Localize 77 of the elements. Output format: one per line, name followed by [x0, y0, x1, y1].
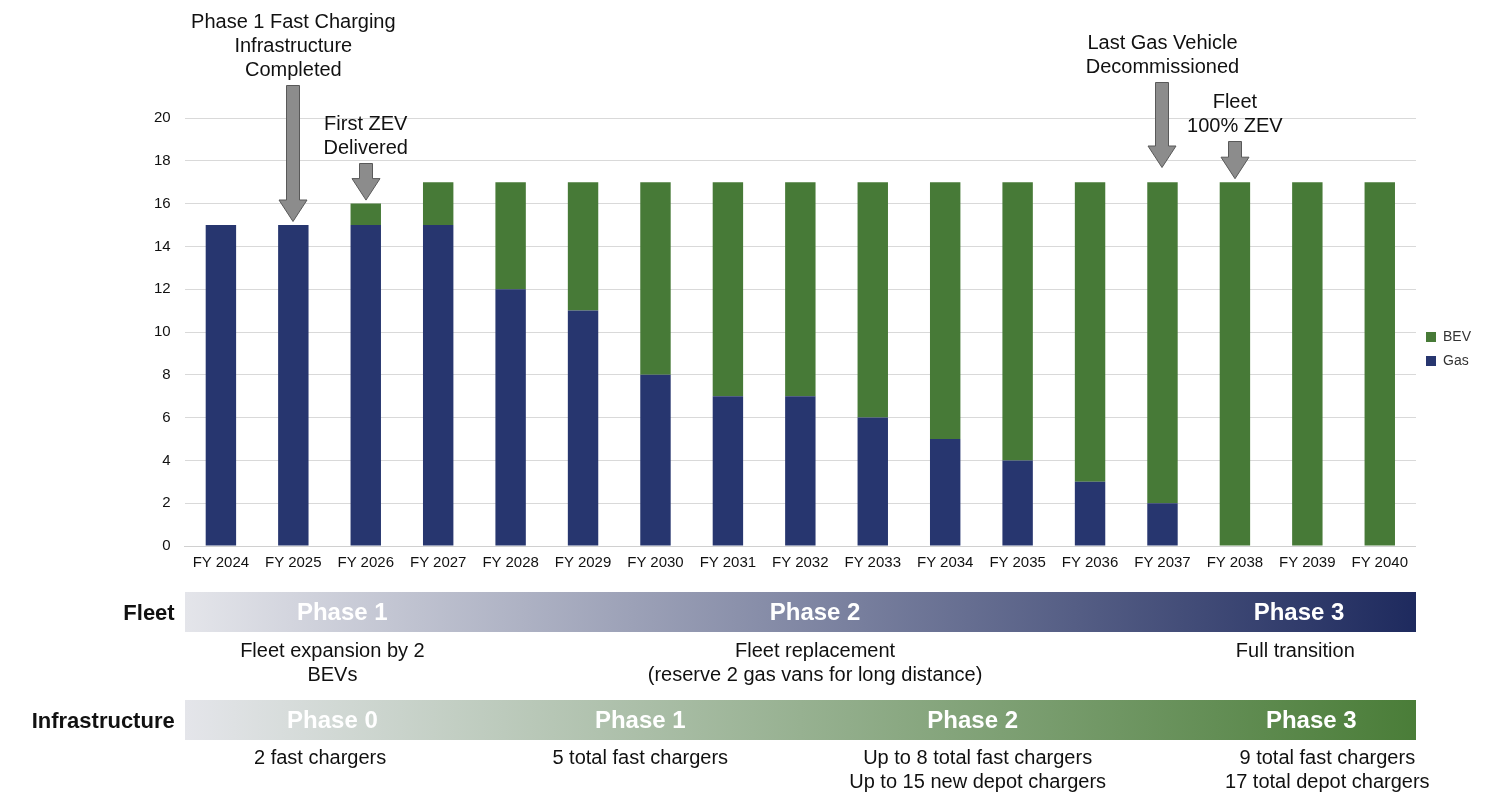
x-tick-label: FY 2032: [772, 553, 829, 571]
text: Phase 3: [1264, 705, 1358, 735]
text: Fleet: [123, 600, 175, 626]
text: 5 total fast chargers: [551, 745, 730, 769]
x-tick-label: FY 2037: [1134, 553, 1191, 571]
bar: [278, 225, 309, 546]
bar: [712, 182, 744, 397]
x-tick-label: FY 2029: [554, 553, 612, 571]
bar: [1074, 182, 1106, 482]
bar: [929, 439, 961, 546]
text: 2 fast chargers: [252, 745, 388, 769]
x-tick-label: FY 2024: [192, 553, 250, 571]
text: Full transition: [1234, 638, 1356, 662]
text: Fleet replacement (reserve 2 gas vans for long distance): [646, 638, 984, 686]
bar: [422, 182, 454, 225]
bar: [1364, 182, 1395, 546]
y-tick-label: 12: [154, 279, 171, 297]
bar: [350, 225, 381, 546]
x-tick-label: FY 2030: [627, 553, 684, 571]
text: Up to 8 total fast chargers Up to 15 new depot chargers: [848, 745, 1108, 793]
x-tick-label: FY 2039: [1279, 553, 1336, 571]
text: Phase 1: [593, 705, 687, 735]
x-tick-label: FY 2033: [844, 553, 901, 571]
x-tick-label: FY 2025: [265, 553, 322, 571]
bar: [567, 182, 599, 311]
y-tick-label: 18: [154, 150, 171, 168]
y-tick-label: 20: [154, 108, 171, 126]
bar: [857, 182, 888, 418]
x-tick-label: FY 2035: [989, 553, 1046, 571]
bar: [857, 417, 888, 546]
bar: [785, 182, 816, 397]
text: 9 total fast chargers 17 total depot chargers: [1224, 745, 1431, 793]
y-tick-label: 6: [162, 407, 171, 425]
y-tick-label: 10: [154, 322, 171, 340]
y-tick-label: 8: [162, 364, 171, 382]
bar: [1074, 481, 1106, 546]
text: Phase 2: [768, 597, 862, 627]
bar: [1002, 182, 1033, 461]
legend-label: Gas: [1442, 351, 1469, 368]
bar: [567, 310, 599, 546]
x-tick-label: FY 2040: [1351, 553, 1408, 571]
bar: [205, 225, 237, 546]
bar: [1147, 503, 1178, 546]
text: Phase 2: [926, 705, 1020, 735]
bar: [929, 182, 961, 439]
x-tick-label: FY 2031: [699, 553, 757, 571]
x-tick-label: FY 2036: [1061, 553, 1119, 571]
text: Infrastructure: [31, 708, 175, 734]
y-tick-label: 16: [154, 193, 171, 211]
x-tick-label: FY 2034: [916, 553, 974, 571]
y-tick-label: 4: [162, 450, 171, 468]
text: Last Gas Vehicle Decommissioned: [1085, 31, 1240, 77]
annotation: First ZEV Delivered: [322, 111, 409, 160]
bar: [1219, 182, 1251, 546]
bar: [422, 225, 454, 546]
y-tick-label: 14: [154, 236, 171, 254]
bar: [640, 374, 671, 546]
bar: [712, 396, 744, 546]
x-tick-label: FY 2028: [482, 553, 539, 571]
y-tick-label: 2: [162, 493, 171, 511]
x-tick-label: FY 2026: [337, 553, 394, 571]
bar: [785, 396, 816, 546]
bar: [1002, 460, 1033, 546]
y-tick-label: 0: [162, 536, 171, 554]
legend-label: BEV: [1442, 327, 1472, 344]
annotation: Fleet 100% ZEV: [1186, 89, 1284, 138]
x-tick-label: FY 2027: [409, 553, 467, 571]
x-tick-label: FY 2038: [1206, 553, 1264, 571]
bar: [1147, 182, 1178, 504]
bar: [640, 182, 671, 375]
text: Phase 1 Fast Charging Infrastructure Completed: [191, 10, 396, 80]
text: Phase 1: [295, 597, 389, 627]
bar: [1292, 182, 1323, 546]
text: Fleet expansion by 2 BEVs: [239, 638, 426, 686]
text: Phase 3: [1252, 597, 1346, 627]
bar: [495, 289, 526, 546]
bar: [495, 182, 526, 290]
